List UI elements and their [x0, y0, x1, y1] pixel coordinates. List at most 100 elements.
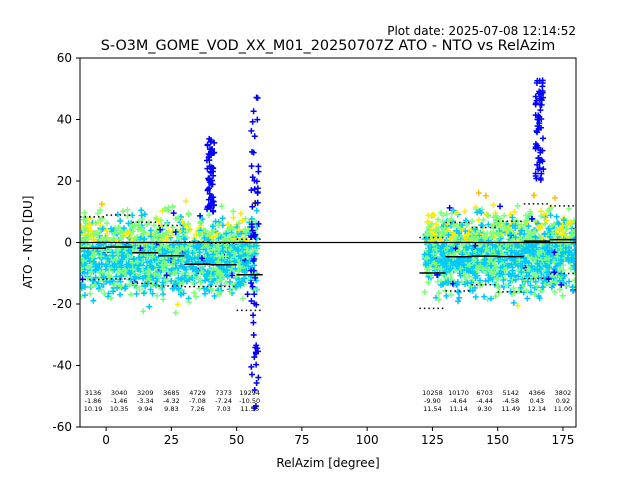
bin-std-label: 11.56: [240, 405, 259, 413]
scatter-point: [537, 101, 544, 108]
scatter-point: [205, 244, 212, 251]
scatter-point: [461, 271, 468, 278]
scatter-point: [250, 319, 257, 326]
scatter-point: [145, 275, 152, 282]
scatter-point: [103, 220, 110, 227]
scatter-point: [456, 294, 463, 301]
scatter-point: [209, 223, 216, 230]
scatter-point: [192, 293, 199, 300]
scatter-point: [249, 174, 256, 181]
scatter-point: [188, 256, 195, 263]
scatter-point: [207, 274, 214, 281]
scatter-point: [92, 267, 99, 274]
scatter-point: [214, 267, 221, 274]
scatter-point: [93, 232, 100, 239]
scatter-point: [535, 166, 542, 173]
scatter-point: [98, 253, 105, 260]
scatter-point: [103, 278, 110, 285]
scatter-point: [535, 293, 542, 300]
scatter-point: [206, 135, 213, 142]
scatter-point: [211, 293, 218, 300]
scatter-point: [255, 163, 262, 170]
scatter-point: [512, 234, 519, 241]
scatter-point: [251, 387, 258, 394]
scatter-point: [143, 240, 150, 247]
scatter-point: [142, 272, 149, 279]
scatter-point: [206, 185, 213, 192]
scatter-point: [80, 293, 84, 300]
scatter-point: [521, 230, 528, 237]
scatter-point: [248, 371, 255, 378]
scatter-point: [244, 254, 251, 261]
scatter-point: [92, 281, 99, 288]
scatter-point: [80, 254, 84, 261]
scatter-point: [568, 265, 575, 272]
scatter-point: [159, 284, 166, 291]
scatter-point: [163, 229, 170, 236]
scatter-point: [119, 256, 126, 263]
scatter-point: [483, 211, 490, 218]
scatter-point: [248, 297, 255, 304]
scatter-point: [254, 189, 261, 196]
scatter-point: [252, 350, 259, 357]
bin-count-label: 4729: [189, 389, 206, 397]
scatter-point: [218, 203, 225, 210]
scatter-point: [141, 211, 148, 218]
scatter-point: [136, 270, 143, 277]
scatter-point: [453, 227, 460, 234]
scatter-point: [138, 207, 145, 214]
scatter-point: [551, 249, 558, 256]
scatter-point: [98, 215, 105, 222]
scatter-point: [526, 266, 533, 273]
scatter-point: [118, 273, 125, 280]
x-tick-label: 25: [164, 433, 179, 447]
scatter-point: [534, 123, 541, 130]
scatter-point: [251, 291, 258, 298]
scatter-point: [179, 218, 186, 225]
scatter-point: [243, 228, 250, 235]
scatter-point: [164, 253, 171, 260]
scatter-point: [487, 295, 494, 302]
scatter-point: [126, 270, 133, 277]
scatter-point: [97, 207, 104, 214]
scatter-point: [197, 279, 204, 286]
scatter-point: [163, 243, 170, 250]
scatter-point: [511, 258, 518, 265]
scatter-point: [115, 251, 122, 258]
bin-std-label: 11.00: [554, 405, 573, 413]
scatter-point: [507, 288, 514, 295]
y-tick-label: 0: [64, 236, 72, 250]
scatter-point: [173, 268, 180, 275]
scatter-point: [421, 289, 428, 296]
scatter-point: [475, 235, 482, 242]
scatter-point: [474, 259, 481, 266]
scatter-point: [128, 234, 135, 241]
scatter-point: [435, 290, 442, 297]
scatter-point: [230, 232, 237, 239]
scatter-point: [482, 192, 489, 199]
scatter-point: [444, 245, 451, 252]
axes: 0 25 50 75 100 125 150 175 -60 -40 -20 0 20 40 60: [52, 51, 574, 447]
scatter-point: [538, 170, 545, 177]
scatter-point: [514, 202, 521, 209]
scatter-point: [104, 227, 111, 234]
scatter-point: [536, 95, 543, 102]
scatter-point: [246, 243, 253, 250]
scatter-point: [88, 234, 95, 241]
scatter-point: [485, 212, 492, 219]
scatter-point: [551, 258, 558, 265]
scatter-point: [441, 229, 448, 236]
scatter-point: [454, 258, 461, 265]
scatter-point: [497, 203, 504, 210]
scatter-point: [496, 232, 503, 239]
scatter-point: [462, 217, 469, 224]
scatter-point: [428, 244, 435, 251]
scatter-point: [481, 293, 488, 300]
scatter-point: [235, 226, 242, 233]
bin-std-label: 7.03: [216, 405, 230, 413]
scatter-point: [154, 245, 161, 252]
scatter-point: [472, 226, 479, 233]
scatter-point: [136, 286, 143, 293]
scatter-point: [148, 264, 155, 271]
x-tick-label: 50: [229, 433, 244, 447]
